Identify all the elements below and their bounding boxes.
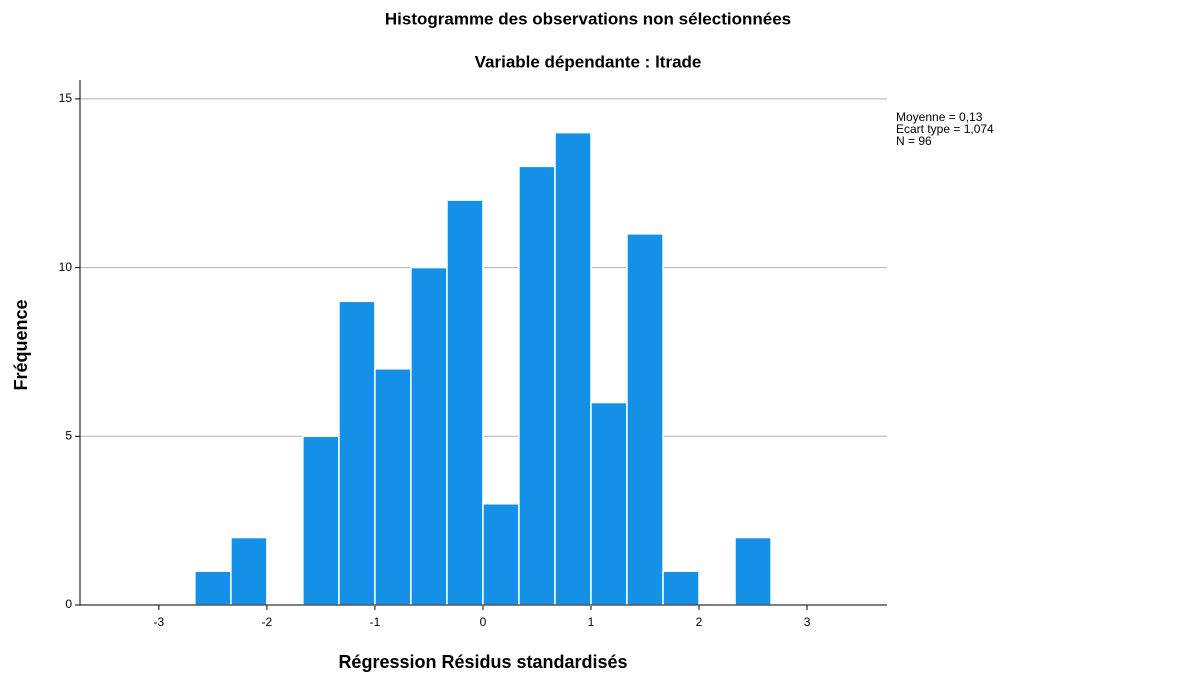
stat-annotation: N = 96 bbox=[896, 134, 932, 148]
bar bbox=[374, 368, 412, 606]
bar bbox=[410, 266, 448, 606]
x-tick-label: 1 bbox=[588, 615, 595, 629]
y-tick-label: 0 bbox=[65, 597, 72, 611]
chart-subtitle: Variable dépendante : ltrade bbox=[475, 52, 702, 71]
bar bbox=[734, 536, 772, 606]
x-tick-label: 3 bbox=[804, 615, 811, 629]
x-tick-label: 2 bbox=[696, 615, 703, 629]
x-tick-label: 0 bbox=[480, 615, 487, 629]
bar bbox=[446, 199, 484, 606]
x-axis-label: Régression Résidus standardisés bbox=[338, 652, 627, 672]
bar bbox=[338, 300, 376, 606]
bar bbox=[302, 435, 340, 606]
stat-annotation: Moyenne = 0,13 bbox=[896, 110, 983, 124]
chart-title: Histogramme des observations non sélecti… bbox=[385, 9, 791, 28]
y-tick-label: 15 bbox=[59, 91, 73, 105]
bar bbox=[626, 233, 664, 606]
bar bbox=[482, 503, 520, 606]
bar bbox=[194, 570, 232, 606]
x-tick-label: -3 bbox=[154, 615, 165, 629]
x-tick-label: -1 bbox=[370, 615, 381, 629]
bar bbox=[554, 131, 592, 606]
y-tick-label: 10 bbox=[59, 260, 73, 274]
bar bbox=[518, 165, 556, 606]
bar bbox=[590, 401, 628, 606]
bar bbox=[662, 570, 700, 606]
x-tick-label: -2 bbox=[262, 615, 273, 629]
bar bbox=[230, 536, 268, 606]
stat-annotation: Ecart type = 1,074 bbox=[896, 122, 994, 136]
y-axis-label: Fréquence bbox=[11, 299, 31, 390]
y-tick-label: 5 bbox=[65, 428, 72, 442]
